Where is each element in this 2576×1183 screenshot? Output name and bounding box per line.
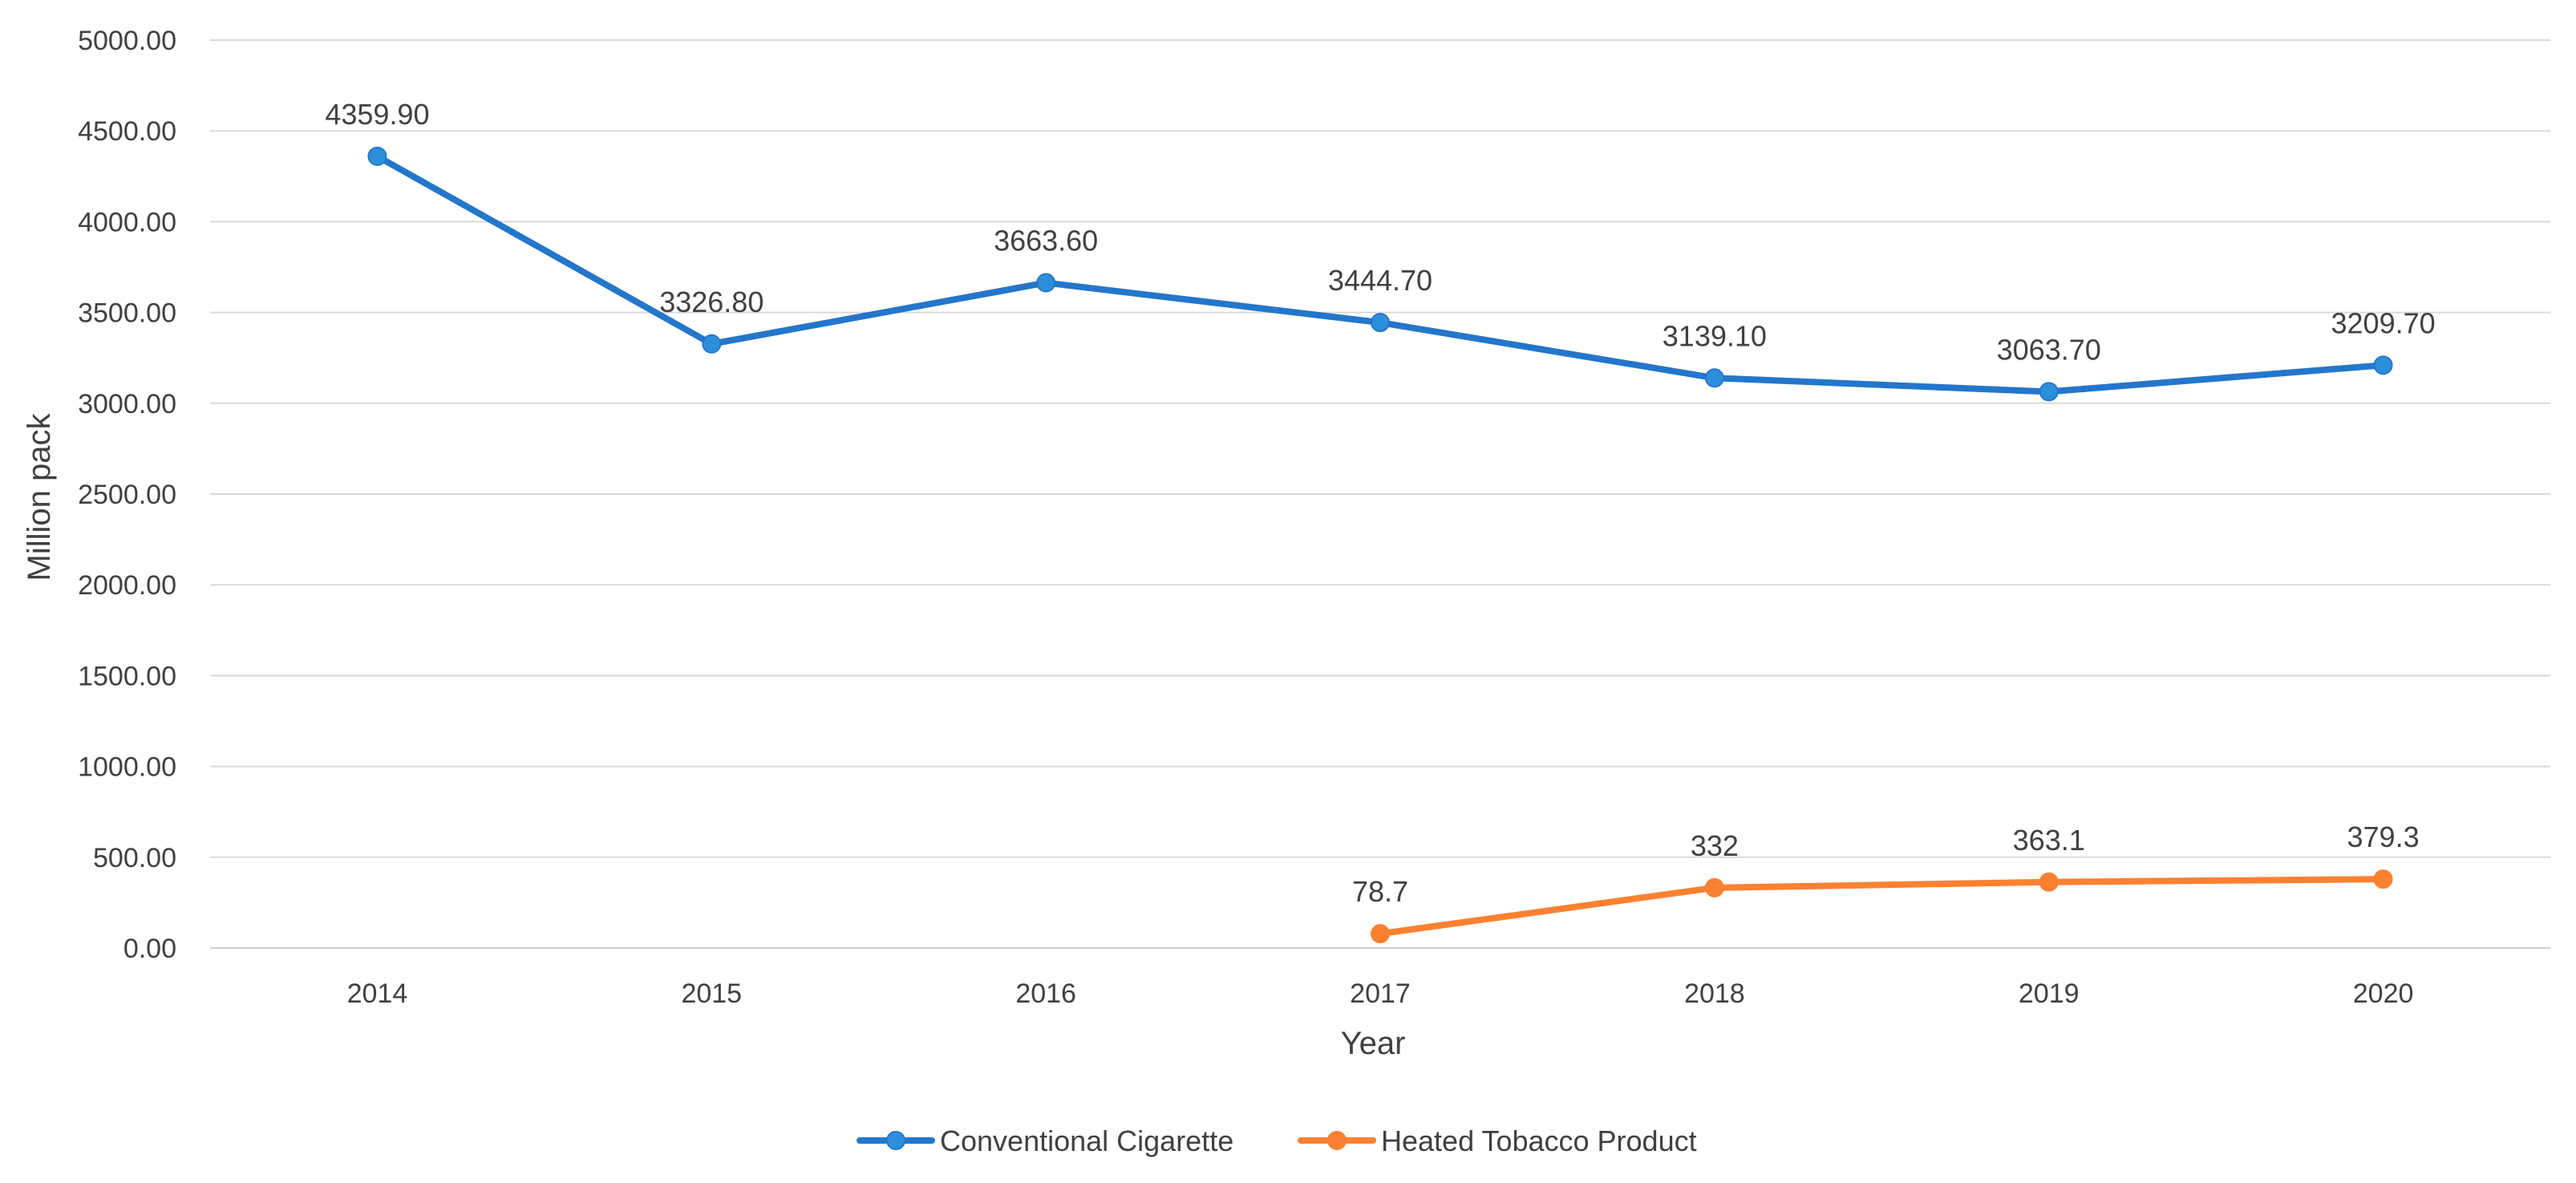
data-label: 379.3 <box>2347 820 2420 853</box>
series-line <box>1377 876 2387 938</box>
x-tick-label: 2016 <box>1015 978 1076 1009</box>
x-tick-label: 2018 <box>1684 978 1745 1009</box>
x-tick-label: 2019 <box>2019 978 2080 1009</box>
x-tick-label: 2020 <box>2353 978 2414 1009</box>
y-tick-label: 3500.00 <box>78 298 176 329</box>
legend-label: Heated Tobacco Product <box>1381 1124 1697 1157</box>
x-axis-ticks: 2014 2015 2016 2017 2018 2019 2020 <box>347 978 2414 1009</box>
y-axis-ticks: 0.00 500.00 1000.00 1500.00 2000.00 2500.00 30… <box>78 26 176 964</box>
legend-marker <box>886 1131 905 1150</box>
data-point <box>2039 872 2059 892</box>
y-tick-label: 5000.00 <box>78 26 176 56</box>
data-label: 78.7 <box>1352 875 1408 908</box>
y-tick-label: 1000.00 <box>78 752 176 783</box>
data-point <box>2373 355 2393 375</box>
series-heated-tobacco-product: 78.7 332 363.1 379.3 <box>1352 820 2420 944</box>
x-tick-label: 2015 <box>681 978 742 1009</box>
data-label: 4359.90 <box>325 98 429 131</box>
y-tick-label: 500.00 <box>93 843 176 873</box>
x-axis-title: Year <box>1341 1026 1406 1061</box>
data-label: 3063.70 <box>1997 333 2101 366</box>
x-tick-label: 2014 <box>347 978 408 1009</box>
data-point <box>1704 877 1724 897</box>
legend-marker <box>1327 1131 1347 1150</box>
y-axis-title: Million pack <box>22 413 57 581</box>
legend: Conventional Cigarette Heated Tobacco Pro… <box>857 1124 1697 1157</box>
data-point <box>2039 382 2059 402</box>
data-label: 3209.70 <box>2331 306 2436 339</box>
data-point <box>1371 924 1390 944</box>
y-tick-label: 4500.00 <box>78 116 176 147</box>
y-tick-label: 4000.00 <box>78 207 176 237</box>
legend-item: Conventional Cigarette <box>857 1124 1233 1157</box>
data-point <box>367 146 387 166</box>
data-label: 363.1 <box>2013 824 2085 857</box>
series-conventional-cigarette: 4359.90 3326.80 3663.60 3444.70 3139.10 3063.… <box>325 98 2436 402</box>
data-label: 332 <box>1691 829 1739 862</box>
gridlines <box>210 39 2550 949</box>
x-tick-label: 2017 <box>1350 978 1411 1009</box>
series-group: 4359.90 3326.80 3663.60 3444.70 3139.10 3063.… <box>325 98 2436 944</box>
y-tick-label: 0.00 <box>124 934 176 964</box>
y-tick-label: 2000.00 <box>78 570 176 601</box>
data-point <box>1036 273 1056 293</box>
data-point <box>1704 368 1724 388</box>
data-label: 3326.80 <box>659 286 763 318</box>
data-point <box>2373 869 2393 889</box>
legend-item: Heated Tobacco Product <box>1298 1124 1697 1157</box>
y-tick-label: 1500.00 <box>78 661 176 691</box>
y-tick-label: 3000.00 <box>78 389 176 419</box>
data-label: 3444.70 <box>1328 264 1432 297</box>
y-tick-label: 2500.00 <box>78 480 176 510</box>
legend-label: Conventional Cigarette <box>940 1124 1233 1157</box>
data-label: 3663.60 <box>994 225 1098 257</box>
data-label: 3139.10 <box>1663 319 1767 352</box>
data-point <box>1371 313 1390 333</box>
data-point <box>702 334 722 354</box>
